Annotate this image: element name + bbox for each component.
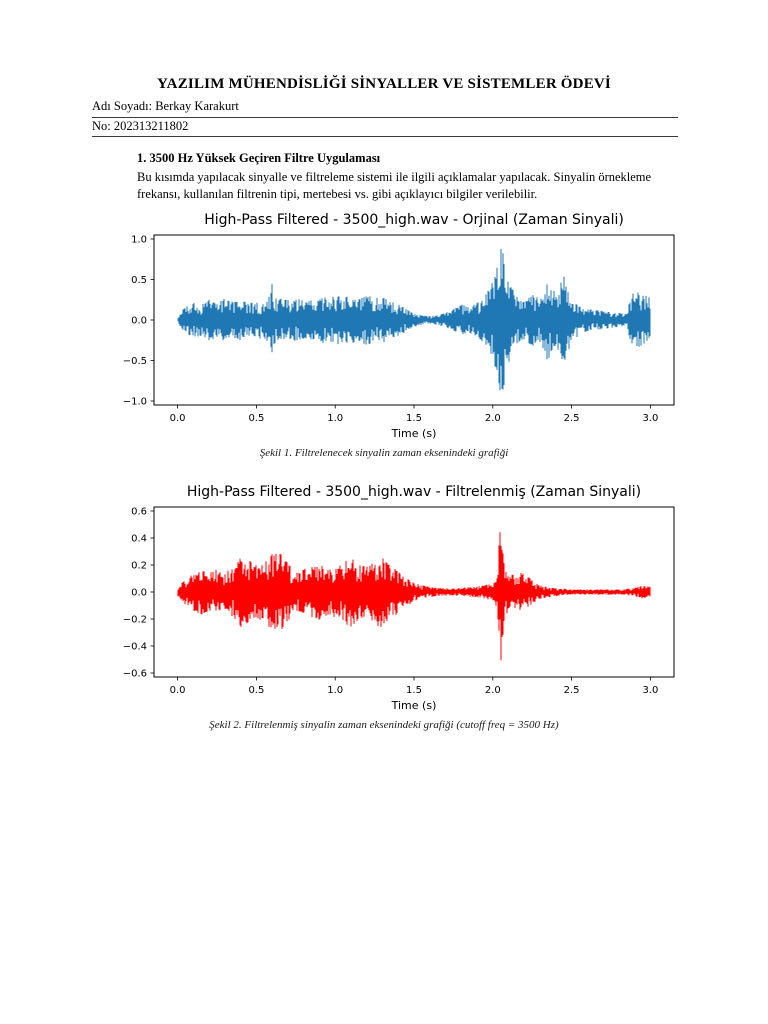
y-tick-label: −0.4	[123, 641, 147, 652]
chart-title: High-Pass Filtered - 3500_high.wav - Fil…	[187, 484, 641, 500]
y-tick-label: 0.0	[131, 587, 147, 598]
waveform-path	[177, 531, 651, 660]
y-tick-label: 0.5	[131, 275, 147, 286]
y-tick-label: −0.5	[123, 356, 147, 367]
y-tick-label: −0.2	[123, 614, 147, 625]
x-tick-label: 2.5	[564, 413, 580, 424]
section-content: 1. 3500 Hz Yüksek Geçiren Filtre Uygulam…	[137, 151, 682, 202]
figure-1-caption: Şekil 1. Filtrelenecek sinyalin zaman ek…	[259, 446, 509, 459]
x-tick-label: 2.0	[485, 413, 501, 424]
x-tick-label: 0.5	[248, 413, 264, 424]
chart-figure: High-Pass Filtered - 3500_high.wav - Fil…	[123, 484, 675, 712]
x-tick-label: 2.5	[564, 685, 580, 696]
student-name-line: Adı Soyadı: Berkay Karakurt	[92, 98, 678, 118]
x-tick-label: 1.5	[406, 685, 422, 696]
x-tick-label: 3.0	[642, 685, 658, 696]
x-axis-label: Time (s)	[391, 699, 437, 712]
x-tick-label: 2.0	[485, 685, 501, 696]
x-axis-label: Time (s)	[391, 427, 437, 440]
x-tick-label: 0.0	[170, 413, 186, 424]
y-tick-label: −1.0	[123, 396, 147, 407]
chart-figure: High-Pass Filtered - 3500_high.wav - Orj…	[123, 212, 675, 440]
figure-1-original-signal-chart: High-Pass Filtered - 3500_high.wav - Orj…	[106, 209, 768, 445]
figure-2-filtered-signal-chart: High-Pass Filtered - 3500_high.wav - Fil…	[106, 481, 768, 717]
y-tick-label: −0.6	[123, 668, 147, 679]
section-heading: 1. 3500 Hz Yüksek Geçiren Filtre Uygulam…	[137, 151, 381, 166]
x-tick-label: 3.0	[642, 413, 658, 424]
figure-2-caption: Şekil 2. Filtrelenmiş sinyalin zaman eks…	[209, 718, 559, 731]
student-number-line: No: 202313211802	[92, 118, 678, 138]
x-tick-label: 1.0	[327, 685, 343, 696]
y-tick-label: 0.6	[131, 506, 147, 517]
y-tick-label: 0.0	[131, 315, 147, 326]
plot-border	[153, 506, 675, 677]
y-tick-label: 0.4	[131, 533, 147, 544]
waveform-path	[177, 248, 651, 390]
x-tick-label: 1.0	[327, 413, 343, 424]
x-tick-label: 0.5	[248, 685, 264, 696]
chart-title: High-Pass Filtered - 3500_high.wav - Orj…	[204, 212, 624, 228]
y-tick-label: 0.2	[131, 560, 147, 571]
section-paragraph: Bu kısımda yapılacak sinyalle ve filtrel…	[137, 170, 652, 201]
plot-border	[153, 234, 675, 405]
document-title: YAZILIM MÜHENDİSLİĞİ SİNYALLER VE SİSTEM…	[157, 76, 611, 92]
y-tick-label: 1.0	[131, 234, 147, 245]
x-tick-label: 1.5	[406, 413, 422, 424]
x-tick-label: 0.0	[170, 685, 186, 696]
